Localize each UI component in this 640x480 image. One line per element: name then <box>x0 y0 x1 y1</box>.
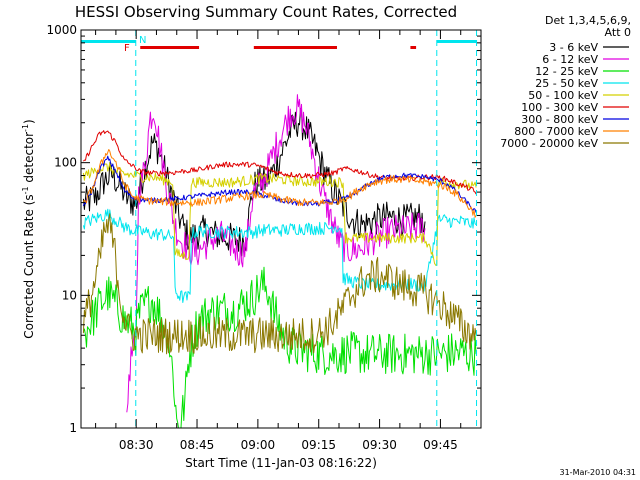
x-tick-label: 09:45 <box>423 438 458 452</box>
legend-label: 7000 - 20000 keV <box>500 137 598 150</box>
legend-label: 12 - 25 keV <box>535 65 598 78</box>
flare-flag-label: F <box>124 43 130 54</box>
legend-header-line2: Att 0 <box>605 26 631 39</box>
flare-bar-1 <box>253 46 337 49</box>
generation-timestamp: 31-Mar-2010 04:31 <box>560 468 637 477</box>
series-line-8 <box>82 213 477 355</box>
ticks-layer: 1 10 100 1000 08:30 08:45 09:00 09:15 09:30 09:45 <box>46 23 482 452</box>
legend-label: 800 - 7000 keV <box>514 125 598 138</box>
series-line-4 <box>82 162 477 266</box>
x-tick-label: 09:15 <box>301 438 336 452</box>
legend-label: 25 - 50 keV <box>535 77 598 90</box>
chart-title: HESSI Observing Summary Count Rates, Cor… <box>75 3 457 21</box>
legend-header-line1: Det 1,3,4,5,6,9, <box>545 14 631 27</box>
plot-frame <box>80 29 482 429</box>
legend-label: 50 - 100 keV <box>528 89 598 102</box>
y-tick-label: 100 <box>54 156 77 170</box>
legend-label: 6 - 12 keV <box>542 53 598 66</box>
night-bar-1 <box>436 40 477 43</box>
y-tick-label: 10 <box>62 288 77 302</box>
y-tick-label: 1 <box>69 421 77 435</box>
x-tick-label: 08:30 <box>119 438 154 452</box>
legend-label: 300 - 800 keV <box>521 113 598 126</box>
markers-layer: FN <box>81 30 478 428</box>
series-layer <box>82 94 477 428</box>
series-line-5 <box>83 130 477 195</box>
x-tick-label: 09:00 <box>241 438 276 452</box>
x-tick-label: 09:30 <box>362 438 397 452</box>
night-flag-label: N <box>139 35 146 46</box>
y-tick-label: 1000 <box>46 23 77 37</box>
series-line-6 <box>82 155 477 213</box>
series-line-7 <box>83 149 477 218</box>
flare-bar-2 <box>410 46 417 49</box>
night-bar-0 <box>81 40 136 43</box>
x-axis-label: Start Time (11-Jan-03 08:16:22) <box>185 456 377 470</box>
series-line-2 <box>82 266 477 428</box>
x-tick-label: 08:45 <box>180 438 215 452</box>
y-axis-label: Corrected Count Rate (s-1 detector-1) <box>21 119 36 338</box>
legend-label: 3 - 6 keV <box>549 41 598 54</box>
flare-bar-0 <box>140 46 200 49</box>
legend-label: 100 - 300 keV <box>521 101 598 114</box>
